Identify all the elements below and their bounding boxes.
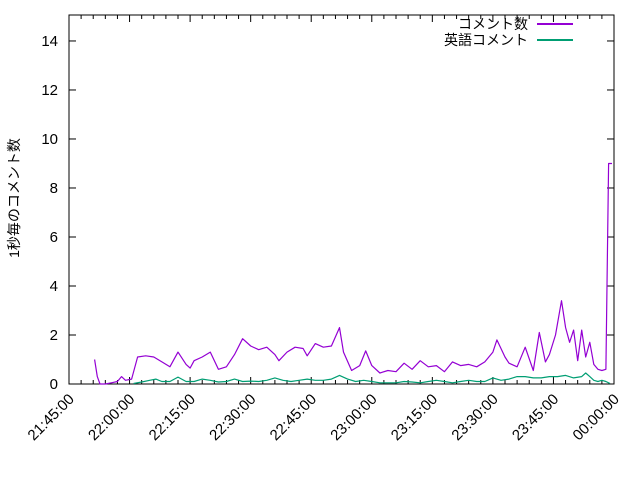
y-tick-label: 12 — [41, 82, 58, 99]
legend: コメント数 英語コメント — [444, 16, 573, 48]
y-tick-label: 8 — [50, 180, 58, 197]
legend-entry-comments: コメント数 — [458, 16, 573, 32]
legend-label-english: 英語コメント — [444, 32, 528, 48]
y-tick-label: 0 — [50, 376, 58, 393]
x-tick-label: 22:30:00 — [206, 391, 259, 444]
legend-entry-english: 英語コメント — [444, 32, 573, 48]
x-tick-label: 22:15:00 — [146, 391, 199, 444]
x-tick-label: 23:15:00 — [388, 391, 441, 444]
y-tick-label: 4 — [50, 278, 58, 295]
y-tick-label: 2 — [50, 327, 58, 344]
series-line-1 — [133, 372, 611, 385]
x-tick-label: 23:00:00 — [327, 391, 380, 444]
legend-line-sample-purple — [537, 23, 573, 25]
x-tick-label: 22:00:00 — [85, 391, 138, 444]
y-tick-label: 14 — [41, 33, 58, 50]
series-line-0 — [94, 162, 612, 385]
x-tick-label: 22:45:00 — [267, 391, 320, 444]
y-tick-label: 10 — [41, 131, 58, 148]
x-tick-label: 00:00:00 — [570, 391, 623, 444]
legend-line-sample-green — [537, 39, 573, 41]
legend-label-comments: コメント数 — [458, 16, 528, 32]
y-tick-label: 6 — [50, 229, 58, 246]
y-axis-title: 1秒毎のコメント数 — [6, 138, 22, 258]
x-tick-label: 23:45:00 — [509, 391, 562, 444]
plot-border — [68, 14, 615, 385]
x-tick-label: 21:45:00 — [25, 391, 78, 444]
x-tick-label: 23:30:00 — [448, 391, 501, 444]
